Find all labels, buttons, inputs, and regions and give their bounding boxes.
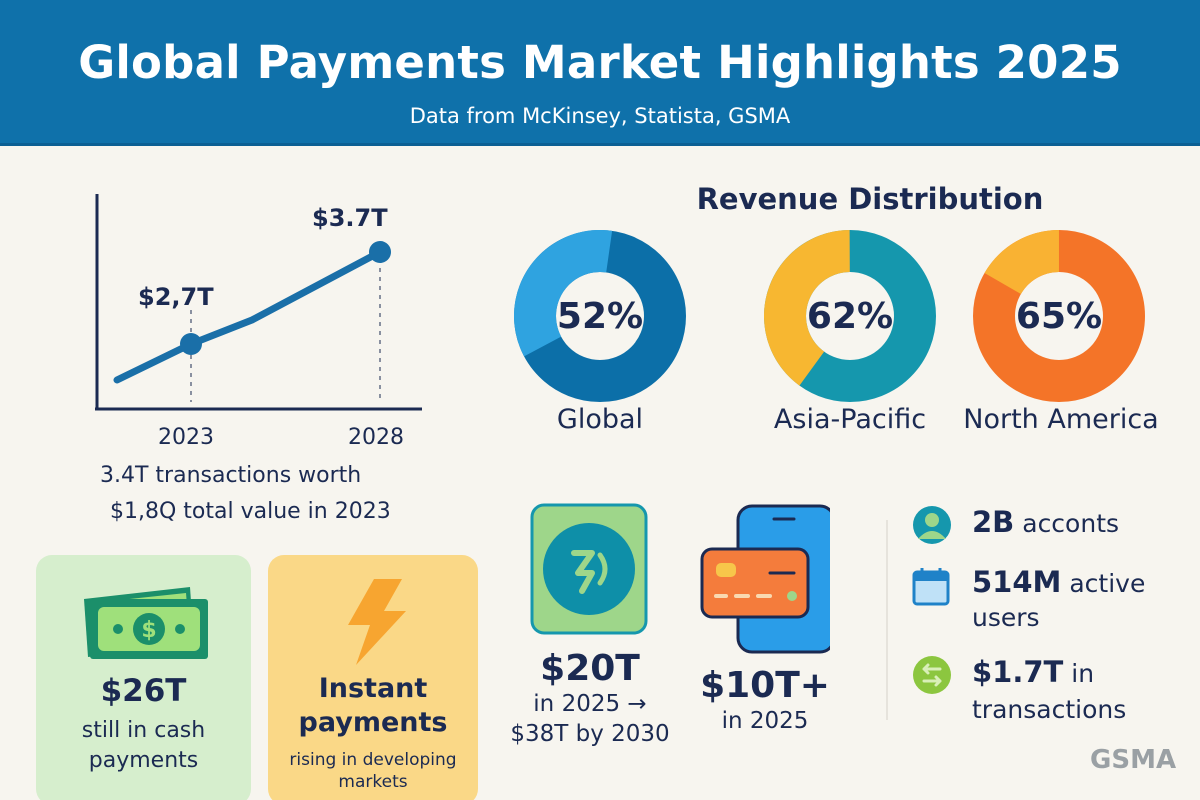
data-point-2028 <box>369 241 391 263</box>
calendar-icon <box>912 568 950 606</box>
donut-asia-pacific: 62% <box>764 230 936 402</box>
source-label-gsma: GSMA <box>1090 745 1177 775</box>
phone-card-icon <box>700 503 836 667</box>
lightning-icon <box>348 579 406 665</box>
page-title: Global Payments Market Highlights 2025 <box>78 36 1122 89</box>
donut-percent: 65% <box>1015 295 1103 337</box>
page-subtitle: Data from McKinsey, Statista, GSMA <box>409 104 791 128</box>
contactless-stat: $20T in 2025 → $38T by 2030 <box>510 648 670 747</box>
user-icon <box>913 506 951 544</box>
mobile-wallet-stat: $10T+ in 2025 <box>700 665 830 734</box>
cash-value: $26T <box>100 673 187 709</box>
donut-percent: 52% <box>556 295 644 337</box>
x-tick-2023: 2023 <box>158 425 214 450</box>
end-value-label: $3.7T <box>312 204 388 232</box>
revenue-distribution-title: Revenue Distribution <box>696 182 1044 216</box>
cash-icon: $ <box>84 587 208 659</box>
section-divider <box>886 520 888 720</box>
growth-line-chart: $2,7T $3.7T 2023 2028 <box>80 180 440 450</box>
region-label-global: Global <box>556 404 644 435</box>
chart-caption: 3.4T transactions worth $1,8Q total valu… <box>100 463 391 524</box>
transfer-icon <box>913 656 951 694</box>
donut-percent: 62% <box>806 295 894 337</box>
cash-payments-card: $ $26T still in cash payments <box>36 555 251 800</box>
x-tick-2028: 2028 <box>348 425 404 450</box>
contactless-icon <box>530 503 650 639</box>
line-chart-graphic <box>95 194 422 411</box>
region-label-asia-pacific: Asia-Pacific <box>773 404 927 435</box>
region-label-north-america: North America <box>963 404 1159 435</box>
start-value-label: $2,7T <box>138 283 214 311</box>
donut-north-america: 65% <box>973 230 1145 402</box>
instant-payments-card: Instant payments rising in developing ma… <box>268 555 478 800</box>
svg-text:$: $ <box>141 618 156 643</box>
data-point-2023 <box>180 333 202 355</box>
header-banner: Global Payments Market Highlights 2025 D… <box>0 0 1200 146</box>
donut-global: 52% <box>514 230 686 402</box>
